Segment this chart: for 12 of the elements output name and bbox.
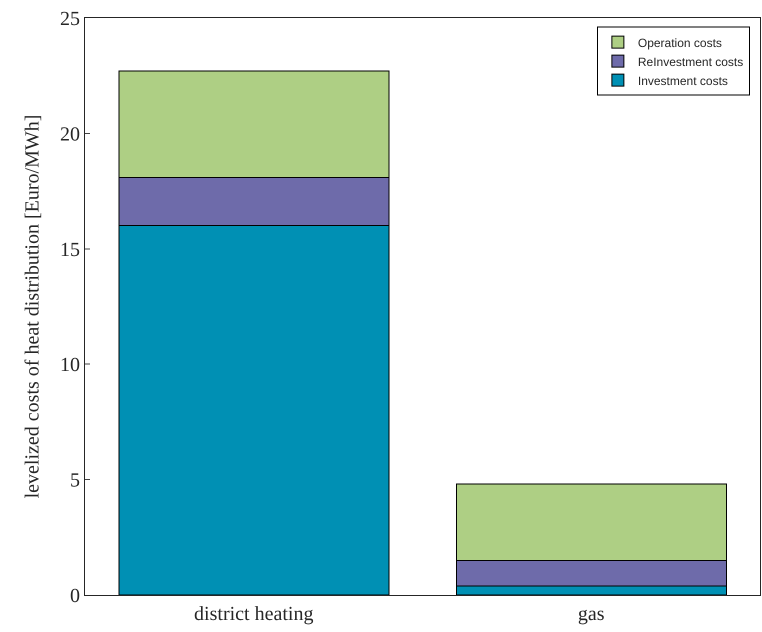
y-tick-label: 5	[70, 470, 80, 492]
x-tick-label: gas	[578, 603, 605, 625]
legend-label: Investment costs	[638, 74, 728, 88]
y-tick-label: 0	[70, 585, 80, 607]
y-tick-label: 10	[60, 354, 80, 376]
x-tick-label: district heating	[194, 603, 314, 625]
y-tick-label: 25	[60, 8, 80, 30]
y-axis-title: levelized costs of heat distribution [Euro/MWh]	[22, 114, 44, 498]
y-tick-label: 20	[60, 123, 80, 146]
y-tick-label: 15	[60, 238, 80, 261]
legend-label: Operation costs	[638, 36, 722, 50]
legend-label: ReInvestment costs	[638, 54, 744, 69]
